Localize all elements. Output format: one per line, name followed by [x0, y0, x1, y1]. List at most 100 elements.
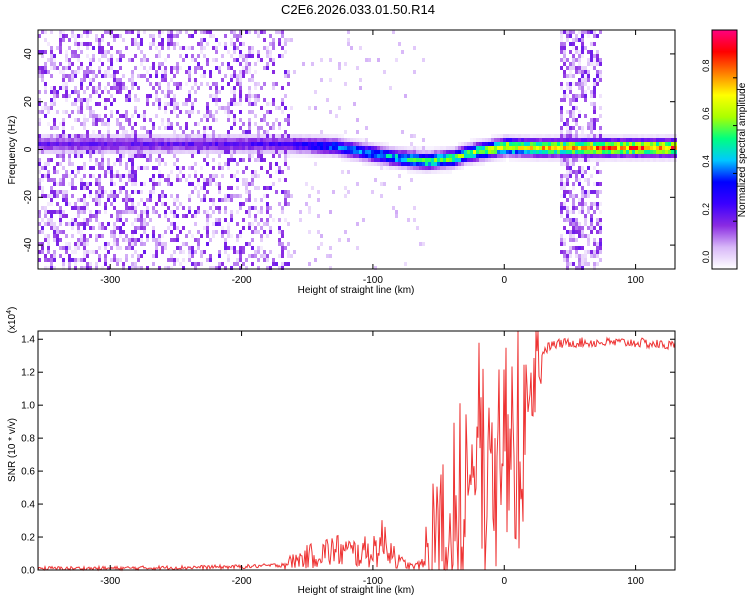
- heatmap-cell: [119, 142, 122, 146]
- heatmap-cell: [593, 266, 596, 270]
- heatmap-cell: [659, 142, 662, 146]
- heatmap-cell: [188, 138, 191, 142]
- heatmap-cell: [566, 126, 569, 130]
- heatmap-cell: [41, 106, 44, 110]
- heatmap-cell: [467, 158, 470, 162]
- heatmap-cell: [50, 98, 53, 102]
- heatmap-cell: [71, 162, 74, 166]
- heatmap-cell: [578, 54, 581, 58]
- heatmap-cell: [137, 238, 140, 242]
- heatmap-cell: [125, 86, 128, 90]
- heatmap-cell: [212, 94, 215, 98]
- heatmap-cell: [134, 82, 137, 86]
- heatmap-cell: [134, 38, 137, 42]
- heatmap-cell: [593, 190, 596, 194]
- heatmap-cell: [599, 30, 602, 34]
- heatmap-cell: [131, 162, 134, 166]
- heatmap-cell: [479, 158, 482, 162]
- heatmap-cell: [458, 162, 461, 166]
- heatmap-cell: [53, 266, 56, 270]
- heatmap-cell: [527, 154, 530, 158]
- x-tick-label: 100: [627, 275, 644, 286]
- heatmap-cell: [416, 226, 419, 230]
- heatmap-cell: [611, 158, 614, 162]
- heatmap-cell: [596, 82, 599, 86]
- heatmap-cell: [194, 122, 197, 126]
- heatmap-cell: [317, 230, 320, 234]
- heatmap-cell: [599, 238, 602, 242]
- heatmap-cell: [668, 134, 671, 138]
- heatmap-cell: [239, 102, 242, 106]
- heatmap-cell: [239, 158, 242, 162]
- heatmap-cell: [107, 42, 110, 46]
- heatmap-cell: [671, 154, 674, 158]
- heatmap-cell: [590, 118, 593, 122]
- heatmap-cell: [86, 266, 89, 270]
- heatmap-cell: [275, 262, 278, 266]
- heatmap-cell: [566, 74, 569, 78]
- heatmap-cell: [278, 150, 281, 154]
- heatmap-cell: [131, 130, 134, 134]
- heatmap-cell: [251, 170, 254, 174]
- heatmap-cell: [503, 142, 506, 146]
- heatmap-cell: [599, 202, 602, 206]
- heatmap-cell: [131, 202, 134, 206]
- heatmap-cell: [68, 78, 71, 82]
- heatmap-cell: [179, 230, 182, 234]
- heatmap-cell: [95, 146, 98, 150]
- heatmap-cell: [242, 58, 245, 62]
- heatmap-cell: [137, 266, 140, 270]
- heatmap-cell: [230, 214, 233, 218]
- heatmap-cell: [194, 30, 197, 34]
- heatmap-cell: [119, 246, 122, 250]
- heatmap-cell: [176, 258, 179, 262]
- heatmap-cell: [47, 58, 50, 62]
- heatmap-cell: [74, 142, 77, 146]
- heatmap-cell: [194, 250, 197, 254]
- heatmap-cell: [104, 98, 107, 102]
- heatmap-cell: [53, 134, 56, 138]
- heatmap-cell: [203, 250, 206, 254]
- heatmap-cell: [338, 154, 341, 158]
- heatmap-cell: [152, 166, 155, 170]
- heatmap-cell: [245, 210, 248, 214]
- heatmap-cell: [56, 202, 59, 206]
- heatmap-cell: [284, 162, 287, 166]
- heatmap-cell: [227, 130, 230, 134]
- heatmap-cell: [350, 158, 353, 162]
- heatmap-cell: [428, 154, 431, 158]
- heatmap-cell: [251, 222, 254, 226]
- heatmap-cell: [248, 90, 251, 94]
- heatmap-cell: [131, 166, 134, 170]
- heatmap-cell: [380, 182, 383, 186]
- heatmap-cell: [80, 150, 83, 154]
- heatmap-cell: [623, 142, 626, 146]
- heatmap-cell: [566, 94, 569, 98]
- heatmap-cell: [356, 182, 359, 186]
- heatmap-cell: [197, 54, 200, 58]
- heatmap-cell: [47, 146, 50, 150]
- heatmap-cell: [221, 230, 224, 234]
- heatmap-cell: [263, 194, 266, 198]
- heatmap-cell: [395, 158, 398, 162]
- heatmap-cell: [242, 54, 245, 58]
- heatmap-cell: [233, 114, 236, 118]
- heatmap-cell: [386, 154, 389, 158]
- heatmap-cell: [107, 130, 110, 134]
- heatmap-cell: [560, 206, 563, 210]
- heatmap-cell: [233, 194, 236, 198]
- heatmap-cell: [623, 158, 626, 162]
- heatmap-cell: [116, 150, 119, 154]
- heatmap-cell: [128, 58, 131, 62]
- heatmap-cell: [74, 134, 77, 138]
- heatmap-cell: [74, 150, 77, 154]
- heatmap-cell: [566, 118, 569, 122]
- heatmap-cell: [62, 70, 65, 74]
- heatmap-cell: [260, 226, 263, 230]
- heatmap-cell: [455, 166, 458, 170]
- heatmap-cell: [584, 142, 587, 146]
- heatmap-cell: [38, 150, 41, 154]
- heatmap-cell: [227, 114, 230, 118]
- x-tick-label: -200: [232, 275, 252, 286]
- heatmap-cell: [293, 150, 296, 154]
